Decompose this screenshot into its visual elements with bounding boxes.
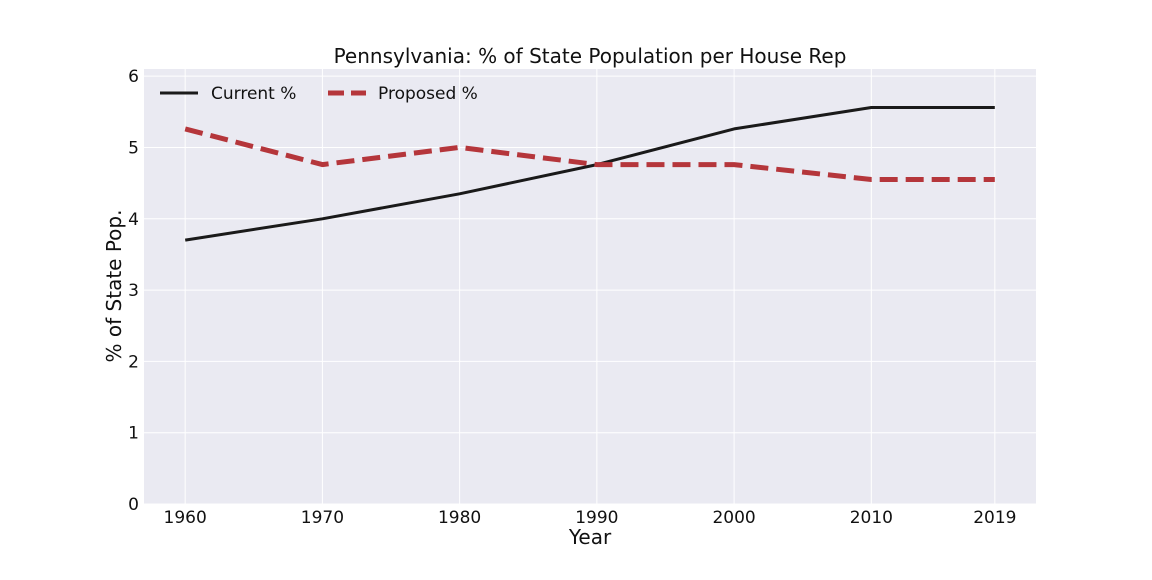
legend-label-current: Current % xyxy=(211,84,296,104)
series-line-proposed xyxy=(184,126,995,182)
y-tick-label: 4 xyxy=(128,210,139,230)
y-axis-label: % of State Pop. xyxy=(102,210,126,363)
x-tick-label: 1960 xyxy=(164,508,207,528)
x-tick-label: 2010 xyxy=(850,508,893,528)
x-axis-ticks: 1960 1970 1980 1990 2000 2010 2019 xyxy=(164,508,1017,528)
y-tick-label: 6 xyxy=(128,67,139,87)
y-tick-label: 2 xyxy=(128,352,139,372)
legend-label-proposed: Proposed % xyxy=(378,84,478,104)
legend: Current % Proposed % xyxy=(160,84,478,104)
x-tick-label: 2019 xyxy=(973,508,1016,528)
y-axis-ticks: 0 1 2 3 4 5 6 xyxy=(128,67,139,515)
y-tick-label: 1 xyxy=(128,424,139,444)
y-tick-label: 3 xyxy=(128,281,139,301)
x-tick-label: 2000 xyxy=(712,508,755,528)
x-axis-label: Year xyxy=(568,525,612,549)
y-tick-label: 5 xyxy=(128,138,139,158)
x-tick-label: 1990 xyxy=(575,508,618,528)
y-tick-label: 0 xyxy=(128,495,139,515)
x-tick-label: 1970 xyxy=(301,508,344,528)
series-lines xyxy=(184,106,995,242)
grid xyxy=(144,69,1036,505)
plot-background xyxy=(144,69,1036,504)
x-tick-label: 1980 xyxy=(438,508,481,528)
chart-title: Pennsylvania: % of State Population per … xyxy=(334,44,847,68)
